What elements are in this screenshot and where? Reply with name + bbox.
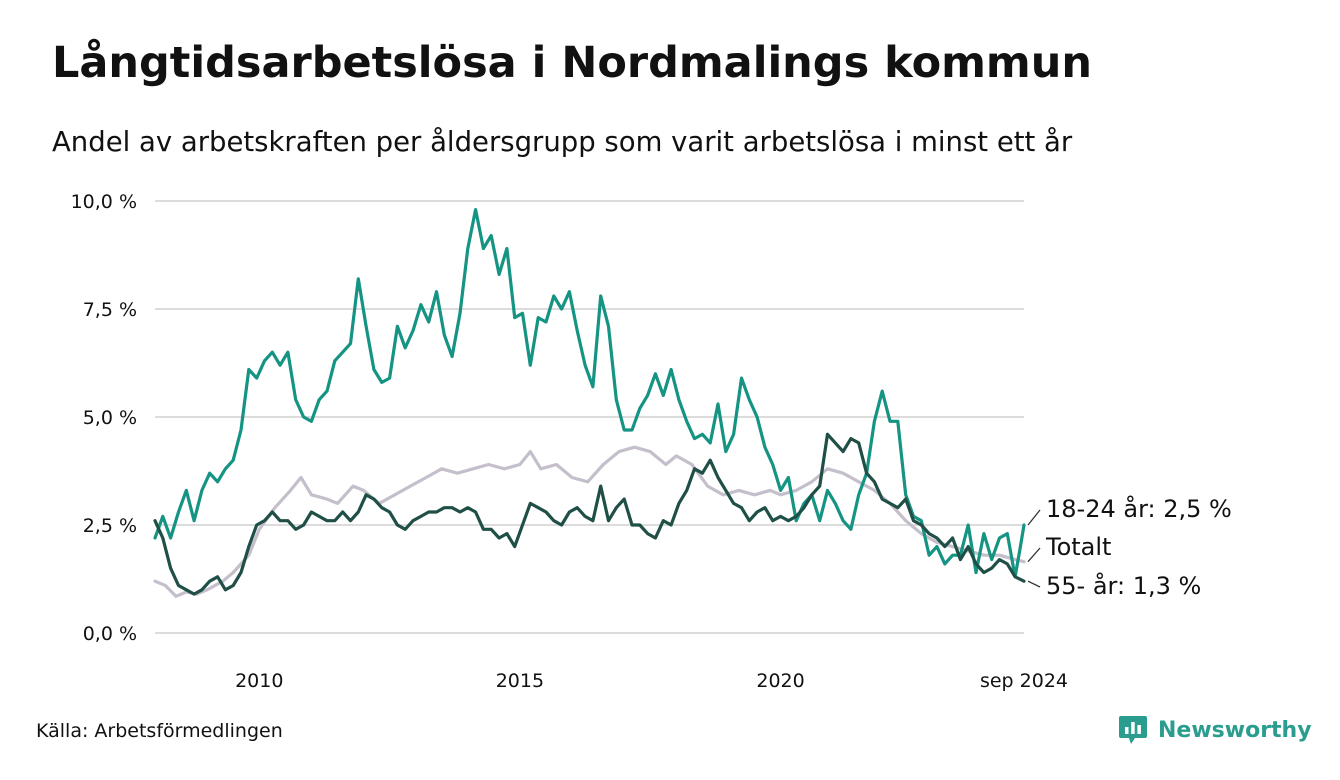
x-axis-ticks: 2010 2015 2020 sep 2024	[235, 670, 1068, 692]
x-tick-label: 2010	[235, 670, 283, 692]
series-end-label: 55- år: 1,3 %	[1046, 571, 1201, 600]
label-leader-line	[1027, 509, 1041, 526]
series-line-55-r	[153, 432, 1026, 596]
series-end-label: 18-24 år: 2,5 %	[1046, 494, 1232, 523]
brand-name: Newsworthy	[1158, 717, 1312, 743]
y-tick-label: 5,0 %	[83, 407, 137, 429]
label-leader-line	[1027, 580, 1041, 588]
gridlines	[155, 200, 1024, 634]
series-lines	[153, 208, 1026, 598]
y-tick-label: 10,0 %	[71, 191, 137, 213]
x-tick-label: 2015	[496, 670, 544, 692]
source-note: Källa: Arbetsförmedlingen	[36, 720, 283, 742]
newsworthy-logo-icon	[1119, 716, 1147, 744]
brand-logo[interactable]: Newsworthy	[1118, 714, 1312, 746]
y-tick-label: 7,5 %	[83, 299, 137, 321]
y-axis-ticks: 0,0 % 2,5 % 5,0 % 7,5 % 10,0 %	[71, 191, 137, 645]
series-end-label: Totalt	[1045, 533, 1111, 561]
chart-title: Långtidsarbetslösa i Nordmalings kommun	[52, 38, 1092, 88]
series-line-18-24-r	[153, 208, 1026, 579]
y-tick-label: 2,5 %	[83, 515, 137, 537]
series-end-labels: 18-24 år: 2,5 % Totalt 55- år: 1,3 %	[1027, 494, 1232, 600]
label-leader-line	[1027, 547, 1041, 563]
series-line-totalt	[153, 445, 1026, 598]
y-tick-label: 0,0 %	[83, 623, 137, 645]
chart-subtitle: Andel av arbetskraften per åldersgrupp s…	[52, 126, 1073, 158]
x-tick-label: 2020	[756, 670, 804, 692]
x-tick-label: sep 2024	[980, 670, 1068, 692]
